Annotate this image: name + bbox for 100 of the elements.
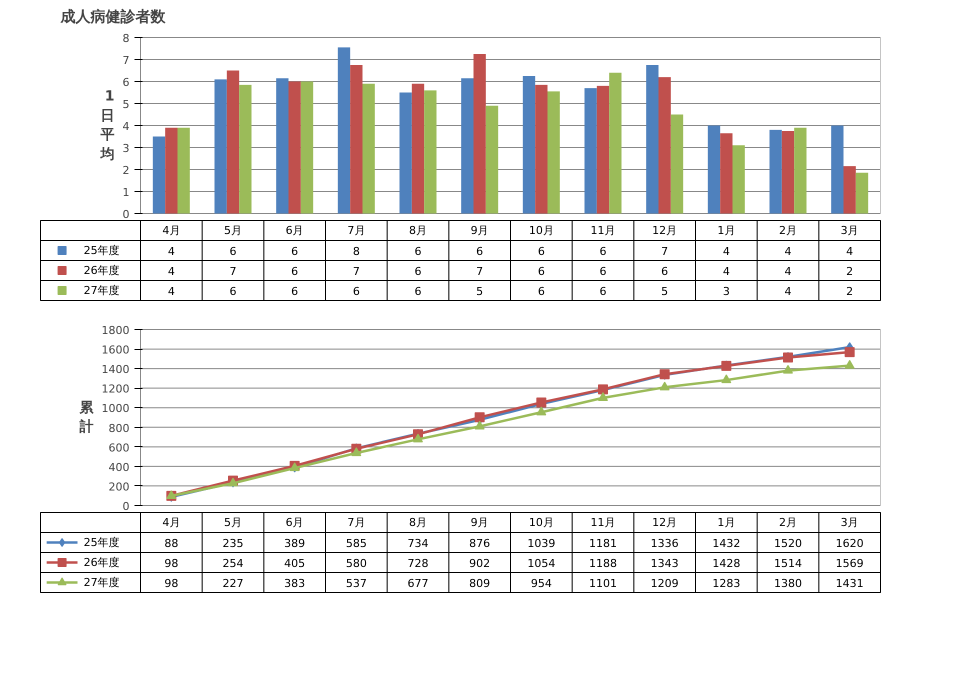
y-tick-label: 6 (122, 76, 130, 90)
data-label: 6 (352, 285, 360, 298)
legend-label: 26年度 (84, 556, 120, 569)
y-tick-label: 0 (122, 208, 130, 221)
data-label: 4 (168, 285, 175, 298)
data-label: 1209 (650, 577, 679, 590)
data-label: 389 (284, 537, 306, 550)
data-label: 6 (538, 265, 545, 278)
bar (165, 128, 178, 214)
x-tick-label: 1月 (717, 224, 736, 237)
y-tick-label: 7 (122, 54, 130, 68)
x-tick-label: 12月 (652, 224, 678, 237)
bar (522, 76, 536, 214)
x-tick-label: 8月 (409, 224, 427, 237)
data-label: 1431 (836, 577, 864, 590)
point (844, 347, 855, 358)
data-label: 254 (222, 557, 244, 570)
bar (350, 65, 362, 214)
bar (584, 88, 597, 214)
bar (782, 131, 794, 214)
data-label: 1569 (836, 557, 864, 570)
data-label: 98 (164, 577, 178, 590)
data-label: 4 (168, 245, 175, 258)
data-label: 6 (600, 285, 606, 298)
data-label: 537 (346, 577, 367, 590)
data-label: 4 (722, 245, 730, 258)
x-tick-label: 12月 (652, 516, 678, 529)
y-axis-title: 累計 (78, 400, 95, 436)
bar (535, 84, 548, 214)
data-label: 1054 (527, 557, 556, 570)
bar (596, 86, 610, 214)
data-label: 677 (408, 577, 428, 590)
x-tick-label: 2月 (779, 224, 797, 237)
data-label: 235 (222, 537, 244, 550)
data-label: 1336 (650, 537, 679, 550)
data-label: 6 (414, 265, 422, 278)
data-label: 1428 (712, 557, 740, 570)
y-tick-label: 4 (122, 120, 130, 133)
y-tick-label: 200 (108, 480, 130, 494)
data-label: 6 (538, 245, 545, 258)
data-label: 4 (784, 265, 792, 278)
y-tick-label: 5 (122, 98, 130, 112)
data-label: 954 (530, 577, 552, 590)
bar (609, 72, 622, 214)
bar (152, 136, 166, 214)
x-tick-label: 10月 (528, 516, 554, 529)
legend-label: 27年度 (84, 576, 120, 589)
data-label: 809 (469, 577, 490, 590)
bar (276, 78, 288, 214)
data-label: 88 (164, 537, 178, 550)
data-label: 98 (164, 557, 178, 570)
bar (474, 54, 486, 214)
data-label: 580 (346, 557, 367, 570)
data-label: 902 (469, 557, 490, 570)
data-label: 1283 (712, 577, 740, 590)
x-tick-label: 9月 (470, 224, 489, 237)
chart-title: 成人病健診者数 (60, 8, 166, 26)
y-tick-label: 1200 (102, 382, 130, 396)
bar (831, 126, 844, 214)
point (351, 447, 362, 456)
x-tick-label: 4月 (162, 516, 180, 529)
bar (732, 145, 745, 214)
data-label: 4 (846, 245, 854, 258)
data-label: 6 (414, 285, 422, 298)
data-label: 734 (408, 537, 428, 550)
data-label: 4 (784, 245, 792, 258)
data-label: 1514 (774, 557, 802, 570)
bar (720, 133, 732, 214)
data-label: 6 (291, 285, 298, 298)
data-label: 6 (230, 245, 236, 258)
legend-label: 26年度 (84, 264, 120, 277)
data-label: 3 (722, 285, 730, 298)
data-label: 1343 (650, 557, 679, 570)
data-label: 1380 (774, 577, 802, 590)
x-tick-label: 7月 (347, 516, 366, 529)
point (474, 420, 485, 430)
legend-label: 25年度 (84, 244, 120, 257)
bar (178, 128, 190, 214)
x-tick-label: 11月 (590, 224, 616, 237)
data-label: 2 (846, 265, 854, 278)
data-label: 728 (408, 557, 428, 570)
data-label: 1101 (589, 577, 618, 590)
bar (658, 77, 671, 214)
data-label: 1432 (712, 537, 740, 550)
bar (412, 84, 424, 214)
bar (424, 90, 436, 214)
data-label: 1620 (836, 537, 864, 550)
data-label: 8 (352, 245, 360, 258)
bar (548, 91, 560, 214)
point (783, 364, 793, 374)
y-tick-label: 1800 (102, 324, 130, 338)
bar (461, 78, 474, 214)
y-tick-label: 600 (108, 441, 130, 454)
point (536, 406, 546, 416)
y-tick-label: 3 (122, 142, 130, 155)
bar (239, 84, 252, 214)
x-tick-label: 2月 (779, 516, 797, 529)
data-label: 1188 (589, 557, 618, 570)
data-label: 7 (476, 265, 484, 278)
data-label: 6 (600, 265, 606, 278)
